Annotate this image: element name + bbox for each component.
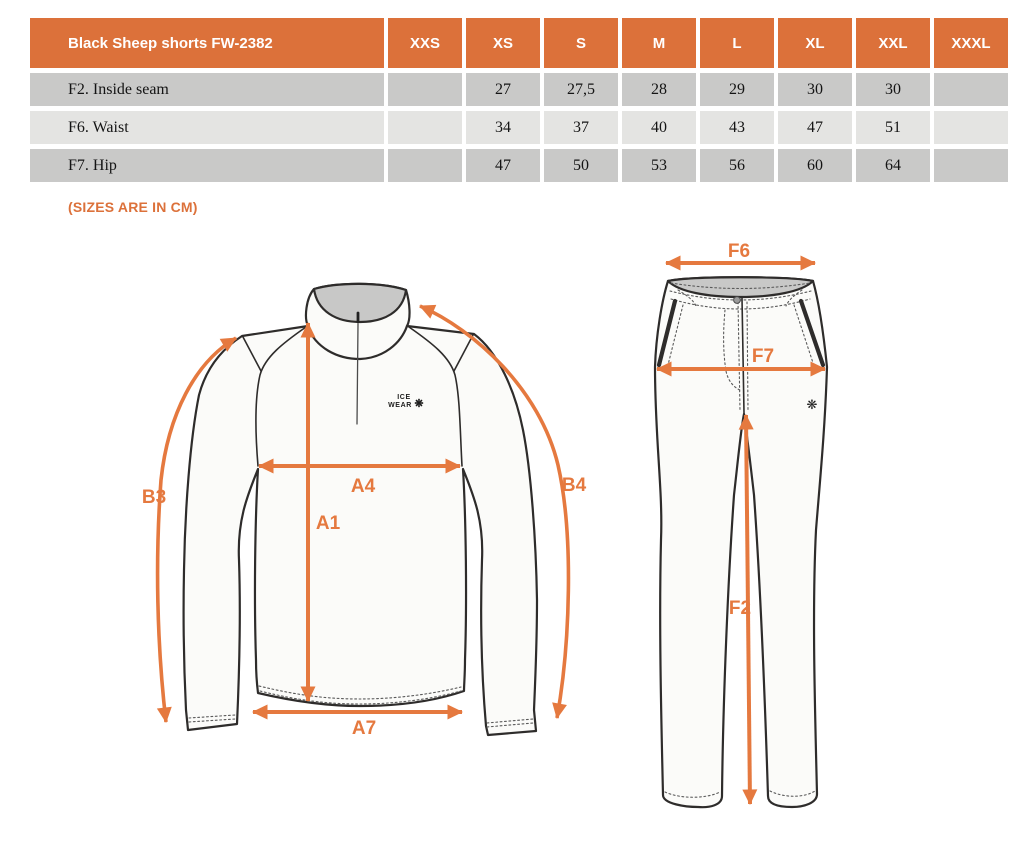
size-cell: 47 — [466, 149, 540, 182]
arrow-f2 — [738, 414, 758, 805]
pants-pocket-top-stitch-right — [785, 289, 803, 307]
size-cell: 27 — [466, 73, 540, 106]
row-label: F6. Waist — [30, 111, 384, 144]
shirt-collar-bottom — [305, 324, 409, 361]
table-row: F2. Inside seam 27 27,5 28 29 30 30 — [30, 73, 1008, 106]
size-column-header: L — [700, 18, 774, 68]
pants-button — [733, 296, 741, 304]
size-cell: 53 — [622, 149, 696, 182]
size-cell: 40 — [622, 111, 696, 144]
shirt-cuff-stitch — [486, 718, 534, 724]
size-cell: 60 — [778, 149, 852, 182]
measurement-label-f7: F7 — [751, 346, 775, 367]
pants-center-front-line — [741, 297, 745, 414]
measurement-label-f2: F2 — [728, 598, 752, 619]
arrow-b4 — [419, 304, 571, 719]
shirt-left-shoulder-seam — [242, 336, 262, 372]
size-cell: 29 — [700, 73, 774, 106]
size-cell: 56 — [700, 149, 774, 182]
size-column-header: S — [544, 18, 618, 68]
size-table: Black Sheep shorts FW-2382 XXS XS S M L XL XXL… — [26, 13, 1012, 187]
size-cell — [388, 149, 462, 182]
measurement-label-f6: F6 — [727, 241, 751, 262]
size-column-header: M — [622, 18, 696, 68]
size-column-header: XS — [466, 18, 540, 68]
size-column-header: XXS — [388, 18, 462, 68]
table-row: F7. Hip 47 50 53 56 60 64 — [30, 149, 1008, 182]
measurement-label-a4: A4 — [350, 476, 376, 497]
shirt-logo-top: ICE — [397, 394, 410, 401]
product-title: Black Sheep shorts FW-2382 — [30, 18, 384, 68]
pants-fly-stitch — [737, 301, 741, 411]
size-cell: 51 — [856, 111, 930, 144]
size-column-header: XXXL — [934, 18, 1008, 68]
size-cell: 43 — [700, 111, 774, 144]
pants-pocket-top-stitch-left — [677, 289, 697, 307]
shirt-drawing: ICE WEAR ❋ — [182, 282, 539, 737]
size-cell — [934, 111, 1008, 144]
shirt-zipper — [356, 323, 359, 425]
pants-hem-stitch-right — [769, 790, 816, 797]
size-cell — [934, 149, 1008, 182]
size-cell — [934, 73, 1008, 106]
size-cell: 64 — [856, 149, 930, 182]
shirt-cuff-stitch — [486, 722, 534, 728]
pants-waist-inner — [666, 276, 815, 299]
arrow-b3 — [155, 336, 237, 723]
table-row: F6. Waist 34 37 40 43 47 51 — [30, 111, 1008, 144]
pants-pocket-stitch-left — [666, 304, 684, 370]
pants-pocket-right — [798, 298, 826, 368]
size-cell: 50 — [544, 149, 618, 182]
size-cell — [388, 111, 462, 144]
pants-waistband-stitch — [670, 298, 811, 310]
size-cell: 34 — [466, 111, 540, 144]
measurement-label-b3: B3 — [141, 487, 167, 508]
pants-pocket-left — [656, 298, 678, 368]
measurement-label-a1: A1 — [315, 513, 341, 534]
row-label: F2. Inside seam — [30, 73, 384, 106]
size-cell: 30 — [778, 73, 852, 106]
row-label: F7. Hip — [30, 149, 384, 182]
size-column-header: XL — [778, 18, 852, 68]
shirt-outline — [182, 282, 539, 737]
shirt-snowflake-icon: ❋ — [414, 398, 423, 410]
size-cell: 47 — [778, 111, 852, 144]
table-header-row: Black Sheep shorts FW-2382 XXS XS S M L XL XXL… — [30, 18, 1008, 68]
pants-outline — [653, 276, 829, 809]
pants-hem-stitch-left — [664, 791, 721, 798]
size-cell — [388, 73, 462, 106]
pants-drawing: ❋ — [653, 276, 829, 809]
shirt-logo-bottom: WEAR — [388, 402, 412, 409]
pants-waist-stitch — [670, 282, 811, 290]
size-cell: 27,5 — [544, 73, 618, 106]
measurement-label-a7: A7 — [351, 718, 377, 739]
shirt-collar-inner — [312, 282, 408, 324]
pants-fly-stitch — [746, 301, 749, 411]
measurement-label-b4: B4 — [561, 475, 587, 496]
size-cell: 30 — [856, 73, 930, 106]
units-note: (SIZES ARE IN CM) — [68, 199, 198, 215]
pants-snowflake-icon: ❋ — [807, 397, 818, 412]
shirt-left-raglan-seam — [255, 326, 307, 467]
size-cell: 28 — [622, 73, 696, 106]
measurement-arrows — [155, 255, 826, 805]
size-cell: 37 — [544, 111, 618, 144]
size-column-header: XXL — [856, 18, 930, 68]
